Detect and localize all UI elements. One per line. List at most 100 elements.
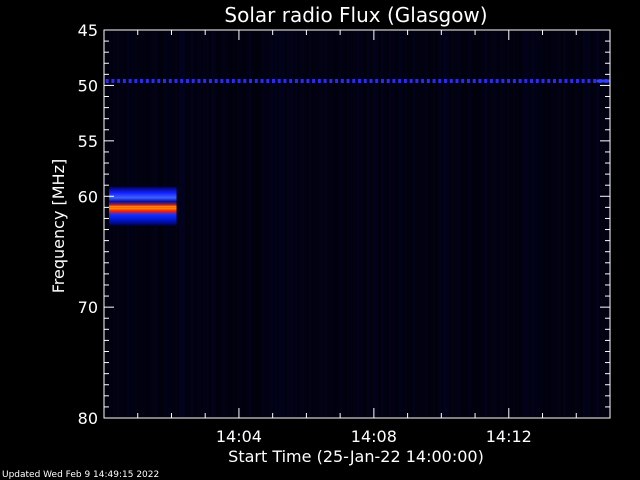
interference-dot [409, 78, 413, 83]
noise-streak [375, 31, 377, 417]
noise-streak [349, 31, 351, 417]
interference-dot [484, 78, 488, 83]
noise-streak [537, 31, 539, 417]
interference-dot [518, 78, 522, 83]
noise-streak [359, 31, 361, 417]
interference-dot [208, 78, 212, 83]
interference-dot [461, 78, 465, 83]
noise-streak [319, 31, 321, 417]
update-timestamp: Updated Wed Feb 9 14:49:15 2022 [2, 470, 160, 480]
noise-streak [451, 31, 453, 417]
noise-streak [287, 31, 289, 417]
interference-dot [122, 78, 126, 83]
noise-streak [549, 31, 551, 417]
noise-streak [589, 31, 591, 417]
noise-streak [387, 31, 389, 417]
interference-dot [352, 78, 356, 83]
noise-streak [535, 31, 537, 417]
noise-streak [483, 31, 485, 417]
noise-streak [457, 31, 459, 417]
noise-streak [343, 31, 345, 417]
noise-streak [523, 31, 525, 417]
noise-streak [197, 31, 199, 417]
noise-streak [187, 31, 189, 417]
interference-dot [294, 78, 298, 83]
noise-streak [439, 31, 441, 417]
interference-dot [489, 78, 493, 83]
noise-streak [471, 31, 473, 417]
noise-streak [509, 31, 511, 417]
noise-streak [423, 31, 425, 417]
noise-streak [223, 31, 225, 417]
noise-streak [285, 31, 287, 417]
noise-streak [227, 31, 229, 417]
interference-dot [289, 78, 293, 83]
y-tick-label: 70 [78, 298, 98, 317]
interference-dot [363, 78, 367, 83]
interference-dot [277, 78, 281, 83]
noise-streak [341, 31, 343, 417]
interference-dot [432, 78, 436, 83]
noise-streak [481, 31, 483, 417]
noise-streak [331, 31, 333, 417]
plot-border [103, 29, 611, 419]
noise-streak [347, 31, 349, 417]
noise-streak [567, 31, 569, 417]
noise-streak [313, 31, 315, 417]
x-tick-label: 14:08 [351, 427, 397, 446]
noise-streak [221, 31, 223, 417]
interference-dot [358, 78, 362, 83]
noise-streak [215, 31, 217, 417]
noise-streak [327, 31, 329, 417]
interference-dot [145, 78, 149, 83]
noise-streak [489, 31, 491, 417]
noise-streak [283, 31, 285, 417]
noise-streak [309, 31, 311, 417]
noise-streak [407, 31, 409, 417]
noise-streak [233, 31, 235, 417]
interference-dot [111, 78, 115, 83]
noise-streak [447, 31, 449, 417]
x-axis-label: Start Time (25-Jan-22 14:00:00) [228, 447, 484, 466]
noise-streak [383, 31, 385, 417]
interference-dot [593, 78, 597, 83]
noise-streak [513, 31, 515, 417]
interference-dot [552, 78, 556, 83]
y-tick-label: 80 [78, 409, 98, 428]
interference-dot [329, 78, 333, 83]
noise-streak [507, 31, 509, 417]
noise-streak [231, 31, 233, 417]
plot-frame [103, 29, 611, 419]
noise-streak [469, 31, 471, 417]
noise-streak [431, 31, 433, 417]
noise-streak [213, 31, 215, 417]
noise-streak [273, 31, 275, 417]
noise-streak [485, 31, 487, 417]
interference-segment [596, 79, 610, 83]
noise-streak [203, 31, 205, 417]
noise-streak [335, 31, 337, 417]
noise-streak [491, 31, 493, 417]
y-tick-label: 55 [78, 132, 98, 151]
interference-dot [466, 78, 470, 83]
interference-dot [501, 78, 505, 83]
interference-dot [185, 78, 189, 83]
y-tick-label: 60 [78, 187, 98, 206]
noise-streak [247, 31, 249, 417]
noise-streak [329, 31, 331, 417]
noise-streak [251, 31, 253, 417]
noise-streak [461, 31, 463, 417]
noise-streak [463, 31, 465, 417]
noise-streak [421, 31, 423, 417]
noise-streak [527, 31, 529, 417]
noise-streak [479, 31, 481, 417]
noise-streak [437, 31, 439, 417]
noise-streak [399, 31, 401, 417]
y-axis: 45 50 55 60 70 80 [78, 21, 610, 428]
interference-dot [587, 78, 591, 83]
noise-streak [601, 31, 603, 417]
noise-streak [265, 31, 267, 417]
interference-dot [512, 78, 516, 83]
noise-streak [293, 31, 295, 417]
